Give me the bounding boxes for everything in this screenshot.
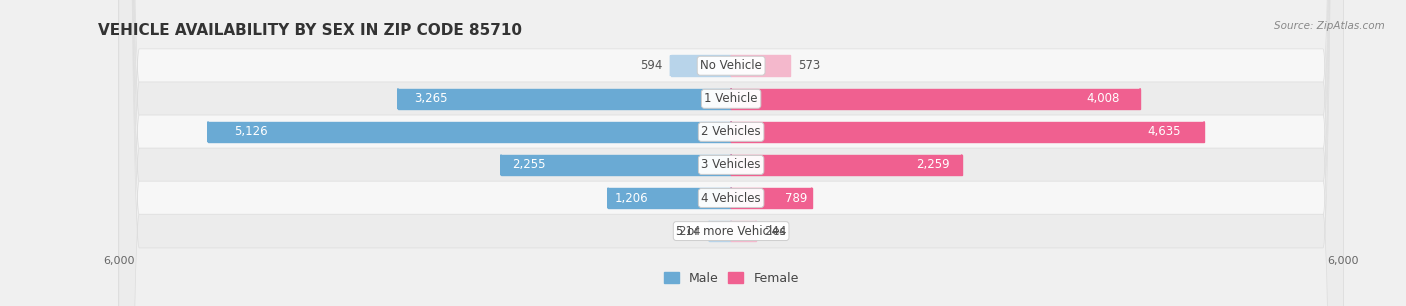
- Text: 4,635: 4,635: [1147, 125, 1181, 138]
- Text: 3,265: 3,265: [415, 92, 449, 105]
- Text: 1,206: 1,206: [614, 192, 648, 204]
- Text: 789: 789: [785, 192, 807, 204]
- Text: 3 Vehicles: 3 Vehicles: [702, 159, 761, 171]
- Text: Source: ZipAtlas.com: Source: ZipAtlas.com: [1274, 21, 1385, 32]
- Bar: [731, 55, 790, 76]
- Text: 214: 214: [679, 225, 702, 237]
- Bar: [398, 88, 731, 109]
- FancyBboxPatch shape: [120, 0, 1343, 306]
- Bar: [731, 188, 811, 208]
- Bar: [208, 121, 731, 142]
- Text: 5 or more Vehicles: 5 or more Vehicles: [676, 225, 786, 237]
- Bar: [671, 55, 731, 76]
- Text: No Vehicle: No Vehicle: [700, 59, 762, 72]
- FancyBboxPatch shape: [120, 0, 1343, 306]
- Text: 2,255: 2,255: [513, 159, 546, 171]
- Text: 5,126: 5,126: [235, 125, 267, 138]
- Bar: [709, 221, 731, 241]
- Text: 1 Vehicle: 1 Vehicle: [704, 92, 758, 105]
- FancyBboxPatch shape: [120, 0, 1343, 306]
- Bar: [731, 121, 1204, 142]
- Bar: [731, 155, 962, 175]
- FancyBboxPatch shape: [120, 0, 1343, 306]
- Text: 594: 594: [640, 59, 662, 72]
- Text: 4 Vehicles: 4 Vehicles: [702, 192, 761, 204]
- Text: 4,008: 4,008: [1087, 92, 1119, 105]
- Bar: [607, 188, 731, 208]
- Text: 2,259: 2,259: [917, 159, 950, 171]
- Bar: [731, 221, 756, 241]
- Text: 244: 244: [765, 225, 787, 237]
- FancyBboxPatch shape: [120, 0, 1343, 306]
- Text: 573: 573: [797, 59, 820, 72]
- FancyBboxPatch shape: [120, 0, 1343, 306]
- Text: VEHICLE AVAILABILITY BY SEX IN ZIP CODE 85710: VEHICLE AVAILABILITY BY SEX IN ZIP CODE …: [98, 23, 523, 38]
- Bar: [501, 155, 731, 175]
- Legend: Male, Female: Male, Female: [658, 267, 804, 290]
- Bar: [731, 88, 1140, 109]
- Text: 2 Vehicles: 2 Vehicles: [702, 125, 761, 138]
